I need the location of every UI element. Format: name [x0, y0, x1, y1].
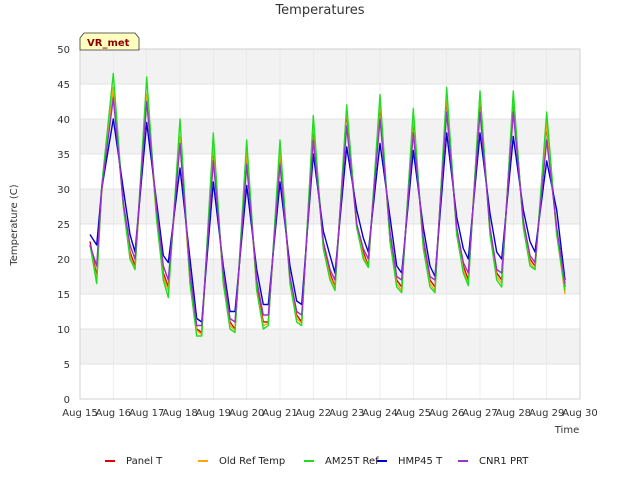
grid-band — [80, 189, 580, 224]
y-tick-label: 30 — [57, 185, 70, 196]
x-axis-label: Time — [554, 425, 579, 436]
legend-label-hmp45-t: HMP45 T — [398, 456, 443, 467]
series-line-cnr1-prt — [89, 97, 566, 327]
badge-label: VR_met — [87, 38, 130, 49]
y-axis-label: Temperature (C) — [9, 184, 20, 266]
x-tick-label: Aug 23 — [329, 408, 364, 419]
x-tick-label: Aug 16 — [96, 408, 131, 419]
x-tick-label: Aug 17 — [129, 408, 164, 419]
x-tick-label: Aug 26 — [429, 408, 464, 419]
legend: Panel T Old Ref Temp AM25T Ref HMP45 T CNR1 … — [105, 456, 529, 467]
grid-band — [80, 329, 580, 364]
x-tick-label: Aug 28 — [496, 408, 531, 419]
y-tick-label: 5 — [64, 360, 70, 371]
x-tick-label: Aug 19 — [196, 408, 231, 419]
plot-border — [79, 48, 581, 400]
y-tick-label: 35 — [57, 150, 70, 161]
x-tick-label: Aug 30 — [562, 408, 597, 419]
legend-label-old-ref-temp: Old Ref Temp — [219, 456, 285, 467]
x-tick-label: Aug 21 — [262, 408, 297, 419]
legend-label-cnr1-prt: CNR1 PRT — [479, 456, 529, 467]
legend-label-panel-t: Panel T — [126, 456, 163, 467]
x-tick-label: Aug 22 — [296, 408, 331, 419]
x-tick-label: Aug 20 — [229, 408, 264, 419]
y-tick-label: 0 — [64, 395, 70, 406]
y-tick-label: 45 — [57, 80, 70, 91]
x-tick-label: Aug 15 — [62, 408, 97, 419]
y-tick-label: 10 — [57, 325, 70, 336]
chart-title: Temperatures — [274, 3, 364, 18]
grid-band — [80, 119, 580, 154]
grid-band — [80, 49, 580, 84]
x-tick-label: Aug 27 — [462, 408, 497, 419]
x-tick-label: Aug 29 — [529, 408, 564, 419]
x-tick-label: Aug 18 — [162, 408, 197, 419]
legend-label-am25t-ref: AM25T Ref — [325, 456, 379, 467]
vr-met-badge: VR_met — [79, 32, 140, 51]
y-tick-label: 50 — [57, 45, 70, 56]
y-tick-label: 25 — [57, 220, 70, 231]
x-tick-label: Aug 25 — [396, 408, 431, 419]
y-tick-label: 20 — [57, 255, 70, 266]
y-tick-label: 15 — [57, 290, 70, 301]
y-tick-label: 40 — [57, 115, 70, 126]
x-tick-label: Aug 24 — [362, 408, 397, 419]
